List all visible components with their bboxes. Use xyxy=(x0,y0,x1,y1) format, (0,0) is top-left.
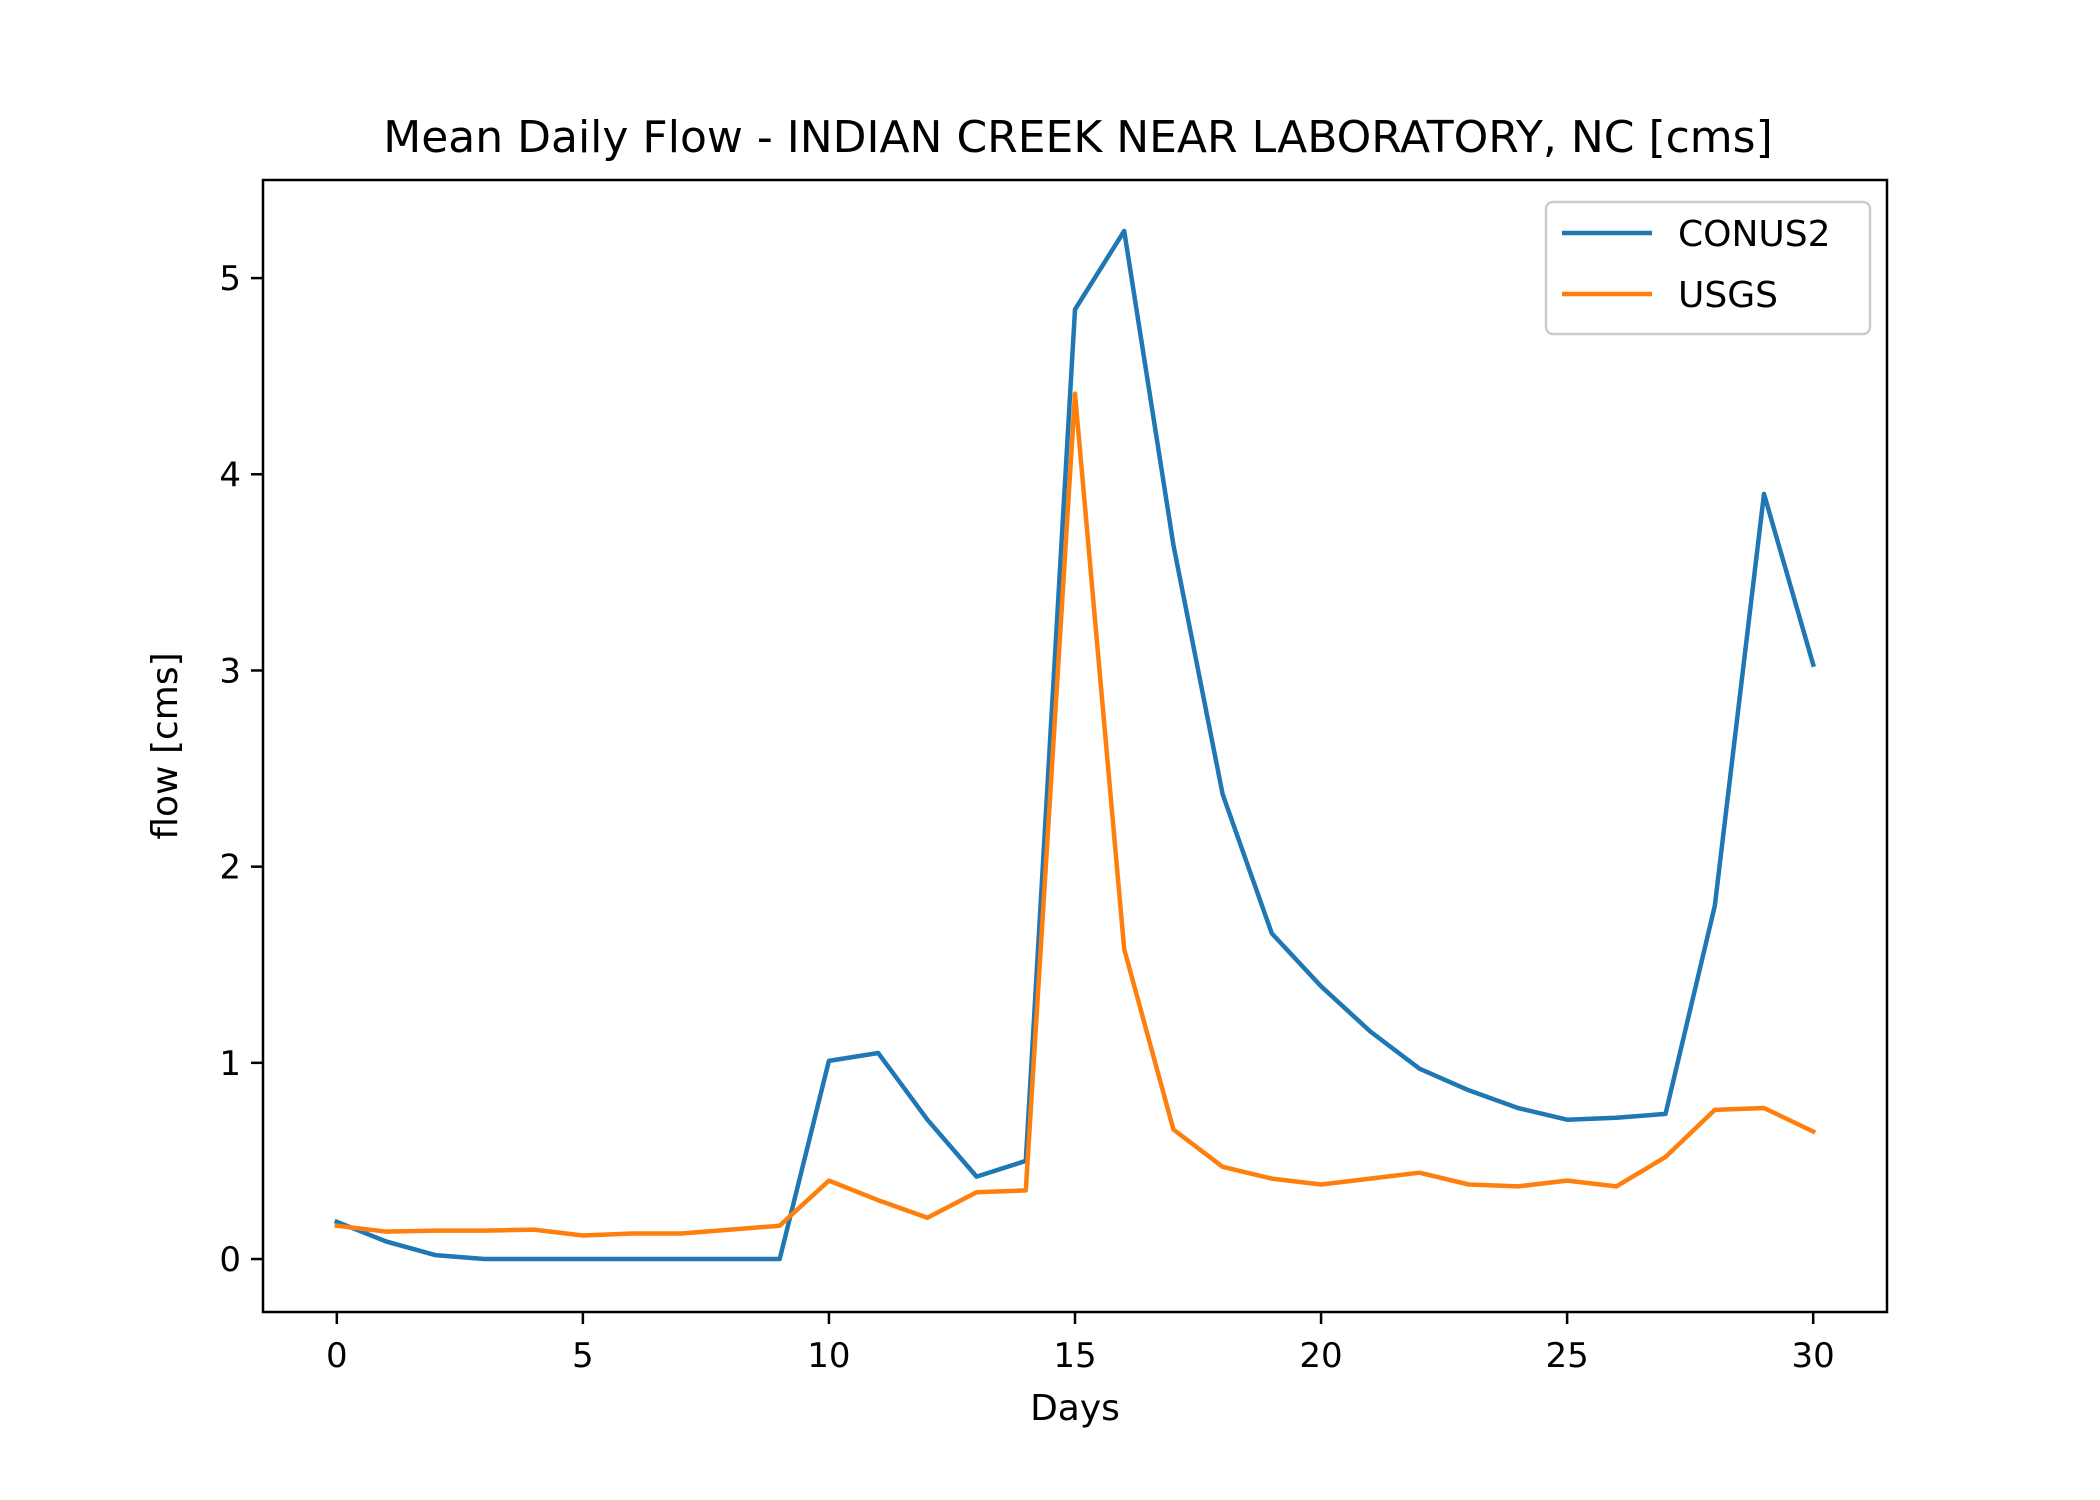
y-tick-label-2: 2 xyxy=(219,848,241,888)
y-tick-label-0: 0 xyxy=(219,1240,241,1280)
y-tick-label-1: 1 xyxy=(219,1044,241,1084)
x-tick-label-25: 25 xyxy=(1545,1336,1588,1376)
x-tick-label-20: 20 xyxy=(1299,1336,1342,1376)
legend-label-conus2: CONUS2 xyxy=(1678,214,1831,255)
legend: CONUS2 USGS xyxy=(1544,200,1872,336)
x-tick-label-0: 0 xyxy=(326,1336,348,1376)
y-axis: 0 1 2 3 4 5 xyxy=(219,259,263,1280)
y-tick-label-3: 3 xyxy=(219,651,241,691)
y-tick-label-5: 5 xyxy=(219,259,241,299)
series-line-conus2 xyxy=(333,228,1816,1262)
y-tick-label-4: 4 xyxy=(219,455,241,495)
legend-label-usgs: USGS xyxy=(1678,275,1778,316)
chart-title: Mean Daily Flow - INDIAN CREEK NEAR LABO… xyxy=(383,112,1773,163)
x-tick-label-30: 30 xyxy=(1792,1336,1835,1376)
y-axis-label: flow [cms] xyxy=(145,652,186,839)
series-line-usgs xyxy=(334,391,1817,1238)
x-axis: 0 5 10 15 20 25 30 xyxy=(326,1312,1835,1376)
x-tick-label-15: 15 xyxy=(1053,1336,1096,1376)
x-tick-label-5: 5 xyxy=(572,1336,594,1376)
x-axis-label: Days xyxy=(1030,1388,1120,1429)
series-layer xyxy=(333,228,1817,1262)
x-tick-label-10: 10 xyxy=(807,1336,850,1376)
